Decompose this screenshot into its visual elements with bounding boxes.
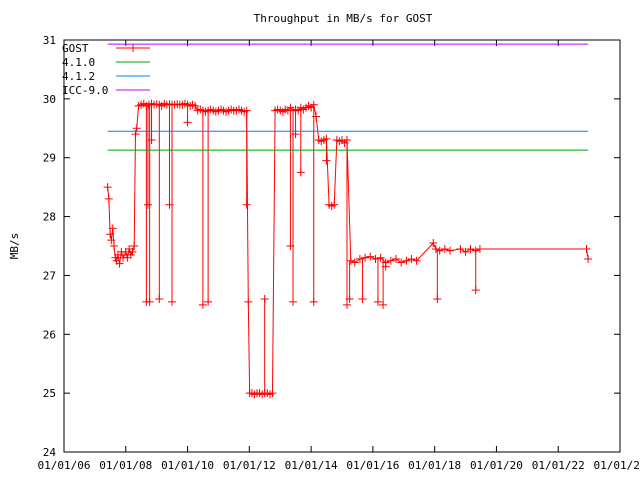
data-point xyxy=(106,230,115,239)
y-tick-label: 30 xyxy=(43,93,56,106)
data-point xyxy=(109,242,118,250)
data-point xyxy=(128,247,137,256)
dip-point xyxy=(379,300,388,309)
data-point xyxy=(392,254,401,263)
data-point xyxy=(440,244,449,253)
data-point xyxy=(366,252,375,261)
data-point xyxy=(108,224,117,233)
dip-point xyxy=(342,300,351,309)
plot-frame xyxy=(63,39,621,453)
dip-point xyxy=(145,297,154,306)
y-tick-label: 28 xyxy=(43,211,56,224)
dip-point xyxy=(296,168,305,177)
data-point xyxy=(104,194,113,203)
dip-point xyxy=(147,136,156,145)
y-tick-label: 27 xyxy=(43,269,56,282)
x-tick-label: 01/01/16 xyxy=(346,459,399,472)
series-lines xyxy=(103,43,593,399)
data-point xyxy=(103,183,112,192)
data-point xyxy=(461,247,470,256)
data-point xyxy=(456,244,465,253)
legend-label: GOST xyxy=(62,42,89,55)
data-point xyxy=(402,256,411,265)
x-axis: 01/01/06 01/01/08 01/01/10 01/01/12 01/01/14… xyxy=(38,40,640,472)
x-tick-label: 01/01/18 xyxy=(408,459,461,472)
x-tick-label: 01/01/08 xyxy=(99,459,152,472)
dip-point xyxy=(198,300,207,309)
dip-point xyxy=(373,297,382,306)
y-axis: 24 25 26 27 28 29 30 31 xyxy=(43,34,620,459)
dip-point xyxy=(358,294,367,303)
legend-label: 4.1.0 xyxy=(62,56,95,69)
chart-title: Throughput in MB/s for GOST xyxy=(254,12,433,25)
data-point xyxy=(130,242,139,250)
x-tick-label: 01/01/22 xyxy=(532,459,585,472)
x-tick-label: 01/01/20 xyxy=(470,459,523,472)
data-point xyxy=(350,258,359,267)
y-tick-label: 29 xyxy=(43,152,56,165)
legend-label: ICC-9.0 xyxy=(62,84,108,97)
data-point xyxy=(397,258,406,267)
dip-point xyxy=(345,294,354,303)
data-point xyxy=(244,297,253,306)
series-gost xyxy=(103,99,593,399)
dip-point xyxy=(183,118,192,127)
x-tick-label: 01/01/12 xyxy=(223,459,276,472)
data-point xyxy=(446,246,455,255)
dip-point xyxy=(260,294,269,303)
y-tick-label: 25 xyxy=(43,387,56,400)
y-axis-label: MB/s xyxy=(8,233,21,260)
dip-point xyxy=(309,297,318,306)
dip-point xyxy=(242,200,251,209)
data-point xyxy=(386,256,395,265)
legend-marker xyxy=(129,44,137,52)
y-tick-label: 26 xyxy=(43,328,56,341)
y-tick-label: 24 xyxy=(43,446,57,459)
dip-point xyxy=(204,297,213,306)
series-line xyxy=(107,102,589,395)
data-point xyxy=(431,244,440,253)
data-point xyxy=(268,389,277,398)
data-point xyxy=(429,239,438,248)
data-point xyxy=(115,259,124,268)
data-point xyxy=(466,244,475,253)
dip-point xyxy=(471,286,480,295)
x-tick-label: 01/01/24 xyxy=(594,459,640,472)
y-tick-label: 31 xyxy=(43,34,56,47)
dip-point xyxy=(143,200,152,209)
dip-point xyxy=(322,156,331,165)
data-point xyxy=(475,244,484,253)
x-tick-label: 01/01/10 xyxy=(161,459,214,472)
dip-point xyxy=(433,294,442,303)
data-point xyxy=(582,244,591,253)
data-point xyxy=(407,254,416,263)
dip-point xyxy=(289,297,298,306)
data-point xyxy=(376,253,385,262)
data-point xyxy=(412,256,421,265)
data-point xyxy=(330,200,339,209)
x-tick-label: 01/01/06 xyxy=(38,459,91,472)
dip-point xyxy=(155,294,164,303)
x-tick-label: 01/01/14 xyxy=(285,459,338,472)
legend-label: 4.1.2 xyxy=(62,70,95,83)
dip-point xyxy=(168,297,177,306)
data-point xyxy=(346,256,355,265)
data-point xyxy=(361,253,370,262)
data-point xyxy=(584,254,593,263)
dip-point xyxy=(381,262,390,271)
data-point xyxy=(107,236,116,245)
plot-area xyxy=(63,39,621,453)
data-point xyxy=(191,101,200,110)
